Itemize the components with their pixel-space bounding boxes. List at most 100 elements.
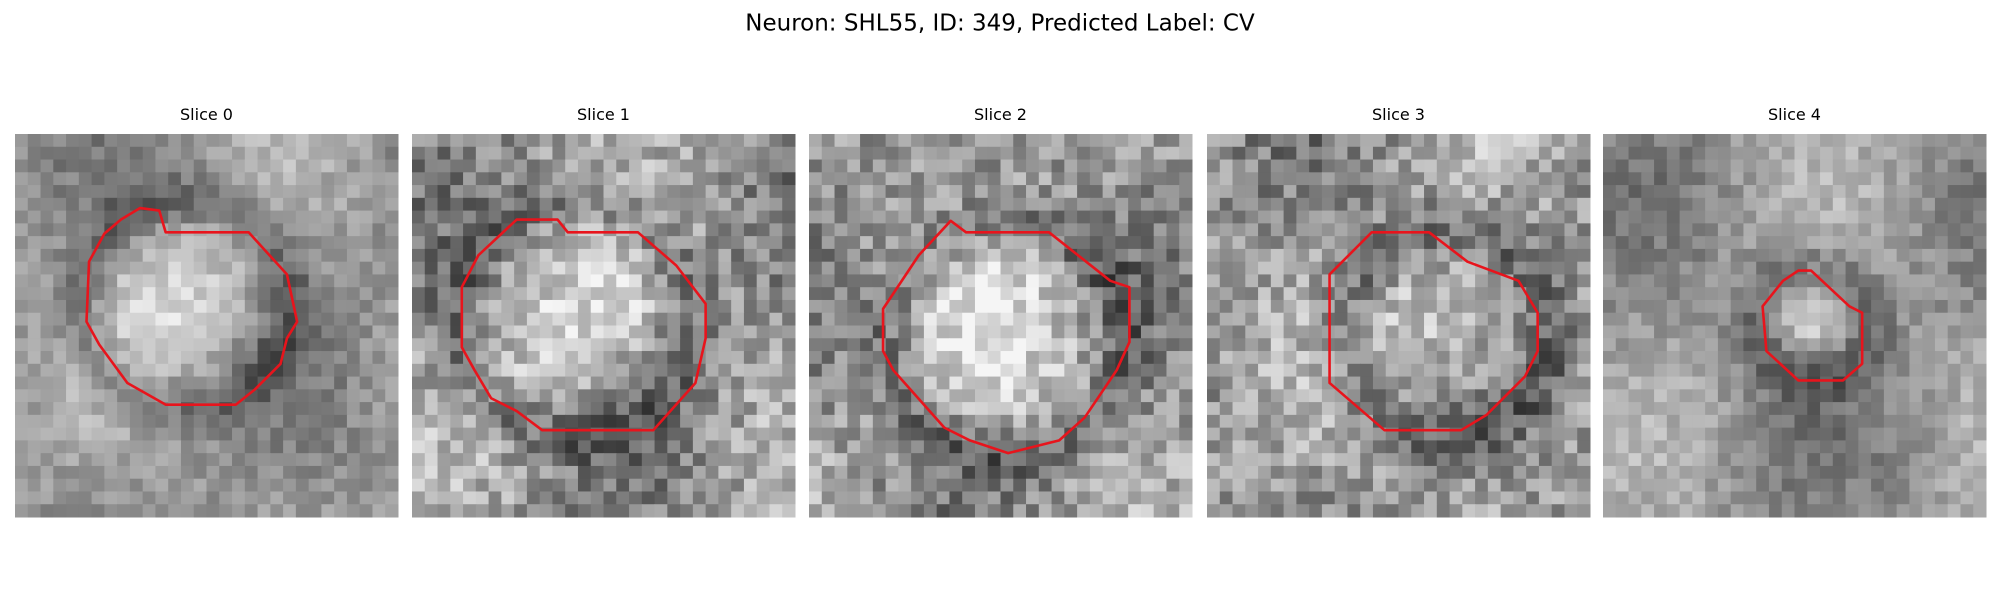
pixel — [1730, 185, 1744, 199]
pixel — [180, 427, 195, 441]
pixel — [385, 134, 399, 148]
pixel — [1064, 325, 1078, 339]
pixel — [834, 402, 848, 416]
pixel — [475, 478, 490, 492]
pixel — [1462, 274, 1476, 288]
pixel — [872, 465, 887, 480]
pixel — [1538, 261, 1553, 275]
pixel — [155, 172, 169, 186]
pixel — [667, 274, 681, 288]
pixel — [1334, 274, 1348, 288]
pixel — [1385, 287, 1399, 301]
pixel — [1743, 465, 1757, 480]
pixel — [1730, 223, 1744, 237]
pixel — [206, 363, 220, 378]
pixel — [155, 504, 169, 518]
pixel — [1051, 325, 1065, 339]
pixel — [1500, 197, 1514, 212]
pixel — [1666, 223, 1681, 237]
pixel — [1615, 223, 1630, 237]
pixel — [1385, 414, 1399, 429]
pixel — [437, 491, 451, 505]
pixel — [1628, 274, 1642, 288]
pixel — [1666, 338, 1681, 352]
pixel — [1051, 299, 1065, 314]
pixel — [295, 172, 310, 186]
pixel — [1973, 414, 1987, 429]
pixel — [1781, 427, 1795, 441]
pixel — [244, 210, 259, 224]
pixel — [437, 389, 451, 403]
pixel — [1051, 134, 1065, 148]
pixel — [987, 197, 1001, 212]
pixel — [1245, 299, 1259, 314]
pixel — [1628, 402, 1642, 416]
pixel — [219, 312, 233, 326]
pixel — [78, 338, 93, 352]
pixel — [104, 478, 118, 492]
pixel — [40, 453, 54, 467]
pixel — [270, 427, 284, 441]
pixel — [1705, 427, 1719, 441]
pixel — [1411, 236, 1425, 250]
pixel — [1896, 504, 1910, 518]
pixel — [1896, 414, 1910, 429]
pixel — [809, 389, 823, 403]
pixel — [949, 351, 963, 365]
pixel — [232, 172, 246, 186]
pixel — [1102, 210, 1116, 224]
pixel — [501, 197, 515, 212]
pixel — [809, 172, 823, 186]
pixel — [1245, 261, 1259, 275]
pixel — [40, 159, 54, 173]
pixel — [1411, 504, 1425, 518]
pixel — [1603, 261, 1617, 275]
pixel — [1577, 185, 1591, 199]
pixel — [1615, 389, 1630, 403]
pixel — [590, 363, 604, 378]
pixel — [412, 312, 426, 326]
pixel — [949, 338, 963, 352]
pixel — [1424, 146, 1438, 161]
pixel — [1692, 440, 1706, 454]
pixel — [104, 312, 118, 326]
pixel — [603, 351, 617, 365]
pixel — [860, 248, 874, 263]
pixel — [590, 185, 604, 199]
pixel — [321, 427, 335, 441]
pixel — [437, 197, 451, 212]
pixel — [629, 504, 643, 518]
pixel — [334, 287, 348, 301]
pixel — [1743, 402, 1757, 416]
pixel — [1051, 453, 1065, 467]
pixel — [1462, 172, 1476, 186]
pixel — [1705, 312, 1719, 326]
pixel — [1960, 172, 1974, 186]
pixel — [1013, 197, 1027, 212]
pixel — [1858, 440, 1872, 454]
pixel — [1577, 210, 1591, 224]
pixel — [923, 172, 938, 186]
pixel — [1089, 453, 1104, 467]
pixel — [1140, 338, 1155, 352]
pixel — [1896, 299, 1910, 314]
pixel — [1883, 338, 1898, 352]
pixel — [1398, 338, 1412, 352]
pixel — [1666, 440, 1681, 454]
pixel — [667, 299, 681, 314]
pixel — [731, 427, 745, 441]
pixel — [501, 159, 515, 173]
pixel — [475, 325, 490, 339]
pixel — [180, 299, 195, 314]
pixel — [603, 465, 617, 480]
pixel — [1462, 299, 1476, 314]
pixel — [168, 363, 182, 378]
pixel — [1871, 287, 1885, 301]
pixel — [1768, 363, 1783, 378]
pixel — [104, 274, 118, 288]
pixel — [860, 172, 874, 186]
pixel — [1666, 363, 1681, 378]
pixel — [1960, 363, 1974, 378]
pixel — [1807, 185, 1821, 199]
pixel — [1641, 491, 1655, 505]
